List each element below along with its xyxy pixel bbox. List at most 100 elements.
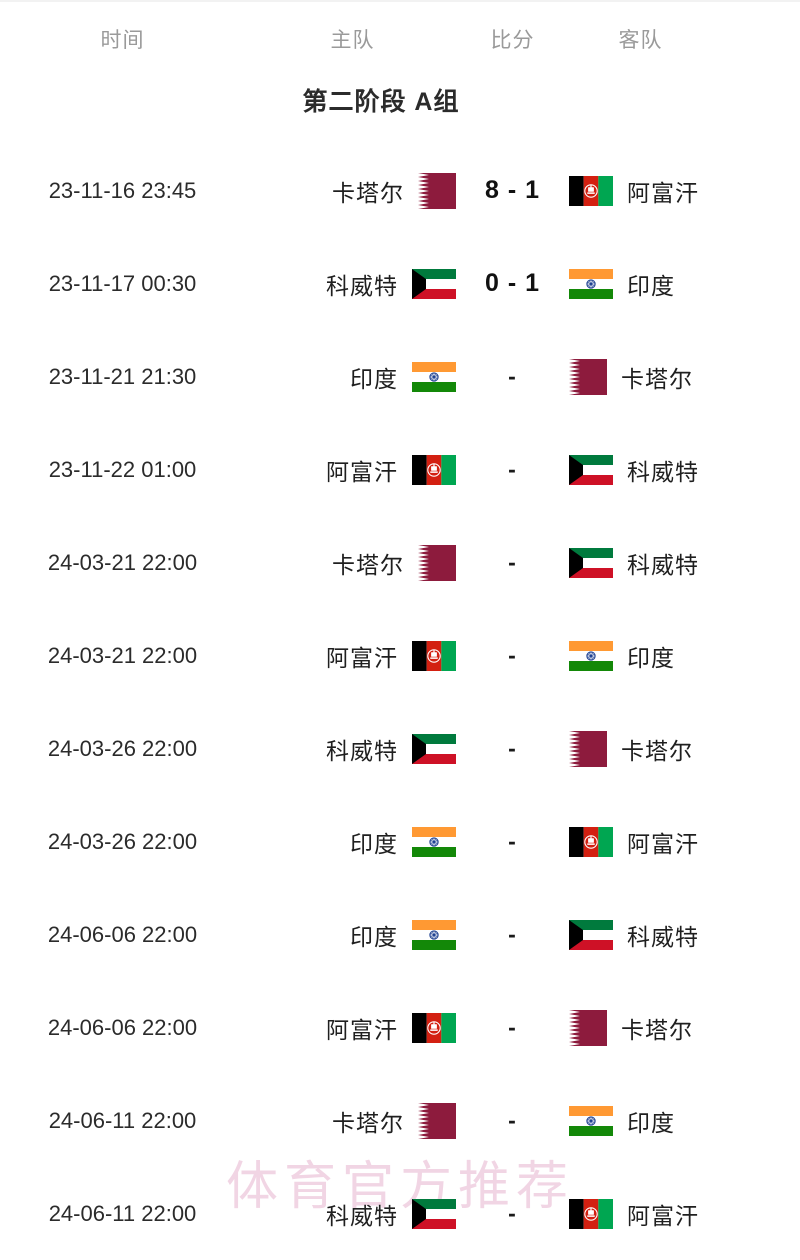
away-team[interactable]: 卡塔尔 — [565, 1009, 800, 1046]
home-team[interactable]: 科威特 — [245, 267, 460, 301]
qatar-flag-icon — [569, 730, 607, 767]
match-score: - — [508, 1200, 517, 1226]
group-title: 第二阶段 A组 — [302, 88, 460, 116]
match-time: 24-03-26 22:00 — [47, 828, 198, 854]
afghanistan-flag-icon — [569, 175, 613, 206]
qatar-flag-icon — [418, 1102, 456, 1139]
india-flag-icon — [412, 361, 456, 392]
afghanistan-flag-icon — [412, 1012, 456, 1043]
match-row[interactable]: 23-11-22 01:00 阿富汗 - — [0, 423, 800, 516]
kuwait-flag-icon — [569, 919, 613, 950]
match-time: 24-06-11 22:00 — [48, 1200, 197, 1226]
away-team-name: 印度 — [627, 1109, 675, 1136]
away-team-name: 印度 — [627, 644, 675, 671]
match-time: 23-11-17 00:30 — [48, 270, 197, 296]
home-team[interactable]: 印度 — [245, 825, 460, 859]
match-row[interactable]: 24-03-21 22:00 卡塔尔 - 科威特 — [0, 516, 800, 609]
away-team[interactable]: 阿富汗 — [565, 174, 800, 208]
away-team-name: 卡塔尔 — [621, 1016, 693, 1043]
home-team-name: 卡塔尔 — [332, 179, 404, 206]
column-header-away: 客队 — [618, 29, 663, 52]
home-team[interactable]: 阿富汗 — [245, 639, 460, 673]
match-score: - — [508, 1107, 517, 1133]
column-header-home: 主队 — [330, 29, 375, 52]
home-team-name: 阿富汗 — [326, 1016, 398, 1043]
match-schedule-page: 体育官方推荐 时间 主队 比分 客队 第二阶段 A组 23-11-16 23:4… — [0, 0, 800, 1229]
match-list: 23-11-16 23:45 卡塔尔 8 - 1 阿富汗 — [0, 144, 800, 1260]
home-team[interactable]: 卡塔尔 — [245, 1102, 460, 1139]
home-team-name: 阿富汗 — [326, 458, 398, 485]
column-header-score: 比分 — [490, 29, 535, 52]
away-team[interactable]: 阿富汗 — [565, 1197, 800, 1231]
away-team-name: 印度 — [627, 272, 675, 299]
home-team[interactable]: 阿富汗 — [245, 1011, 460, 1045]
qatar-flag-icon — [569, 358, 607, 395]
home-team[interactable]: 卡塔尔 — [245, 172, 460, 209]
kuwait-flag-icon — [569, 454, 613, 485]
match-score: 0 - 1 — [484, 269, 541, 297]
away-team[interactable]: 卡塔尔 — [565, 730, 800, 767]
match-score: - — [508, 921, 517, 947]
away-team[interactable]: 阿富汗 — [565, 825, 800, 859]
away-team[interactable]: 科威特 — [565, 918, 800, 952]
away-team-name: 阿富汗 — [627, 179, 699, 206]
home-team[interactable]: 科威特 — [245, 1197, 460, 1231]
match-time: 23-11-22 01:00 — [48, 456, 197, 482]
match-row[interactable]: 24-03-26 22:00 科威特 - 卡塔尔 — [0, 702, 800, 795]
away-team-name: 阿富汗 — [627, 1202, 699, 1229]
match-score: - — [508, 363, 517, 389]
home-team-name: 印度 — [350, 365, 398, 392]
match-row[interactable]: 24-03-26 22:00 印度 - — [0, 795, 800, 888]
india-flag-icon — [569, 1105, 613, 1136]
match-row[interactable]: 23-11-21 21:30 印度 - 卡塔尔 — [0, 330, 800, 423]
match-score: 8 - 1 — [484, 176, 541, 204]
india-flag-icon — [569, 640, 613, 671]
india-flag-icon — [412, 826, 456, 857]
away-team[interactable]: 印度 — [565, 639, 800, 673]
match-row[interactable]: 24-06-06 22:00 印度 - 科威特 — [0, 888, 800, 981]
home-team[interactable]: 科威特 — [245, 732, 460, 766]
kuwait-flag-icon — [412, 733, 456, 764]
away-team-name: 科威特 — [627, 551, 699, 578]
home-team-name: 卡塔尔 — [332, 551, 404, 578]
match-row[interactable]: 24-06-11 22:00 科威特 - — [0, 1167, 800, 1260]
home-team-name: 卡塔尔 — [332, 1109, 404, 1136]
away-team-name: 卡塔尔 — [621, 737, 693, 764]
qatar-flag-icon — [418, 172, 456, 209]
away-team[interactable]: 科威特 — [565, 453, 800, 487]
away-team[interactable]: 卡塔尔 — [565, 358, 800, 395]
home-team[interactable]: 印度 — [245, 918, 460, 952]
match-score: - — [508, 735, 517, 761]
home-team[interactable]: 卡塔尔 — [245, 544, 460, 581]
table-header-row: 时间 主队 比分 客队 — [0, 2, 800, 76]
match-row[interactable]: 23-11-16 23:45 卡塔尔 8 - 1 阿富汗 — [0, 144, 800, 237]
away-team-name: 卡塔尔 — [621, 365, 693, 392]
kuwait-flag-icon — [412, 1198, 456, 1229]
home-team[interactable]: 印度 — [245, 360, 460, 394]
qatar-flag-icon — [569, 1009, 607, 1046]
away-team[interactable]: 印度 — [565, 1104, 800, 1138]
match-time: 24-06-06 22:00 — [47, 921, 198, 947]
match-row[interactable]: 23-11-17 00:30 科威特 0 - 1 印度 — [0, 237, 800, 330]
match-row[interactable]: 24-06-11 22:00 卡塔尔 - 印度 — [0, 1074, 800, 1167]
afghanistan-flag-icon — [412, 640, 456, 671]
home-team[interactable]: 阿富汗 — [245, 453, 460, 487]
column-header-time: 时间 — [100, 29, 145, 52]
match-time: 24-06-06 22:00 — [47, 1014, 198, 1040]
away-team-name: 科威特 — [627, 923, 699, 950]
match-score: - — [508, 642, 517, 668]
home-team-name: 科威特 — [326, 737, 398, 764]
india-flag-icon — [569, 268, 613, 299]
qatar-flag-icon — [418, 544, 456, 581]
home-team-name: 科威特 — [326, 1202, 398, 1229]
home-team-name: 印度 — [350, 923, 398, 950]
away-team[interactable]: 科威特 — [565, 546, 800, 580]
kuwait-flag-icon — [412, 268, 456, 299]
match-row[interactable]: 24-06-06 22:00 阿富汗 - 卡塔尔 — [0, 981, 800, 1074]
match-row[interactable]: 24-03-21 22:00 阿富汗 - — [0, 609, 800, 702]
match-time: 24-03-21 22:00 — [47, 642, 198, 668]
match-time: 24-06-11 22:00 — [48, 1107, 197, 1133]
match-score: - — [508, 828, 517, 854]
afghanistan-flag-icon — [569, 826, 613, 857]
away-team[interactable]: 印度 — [565, 267, 800, 301]
